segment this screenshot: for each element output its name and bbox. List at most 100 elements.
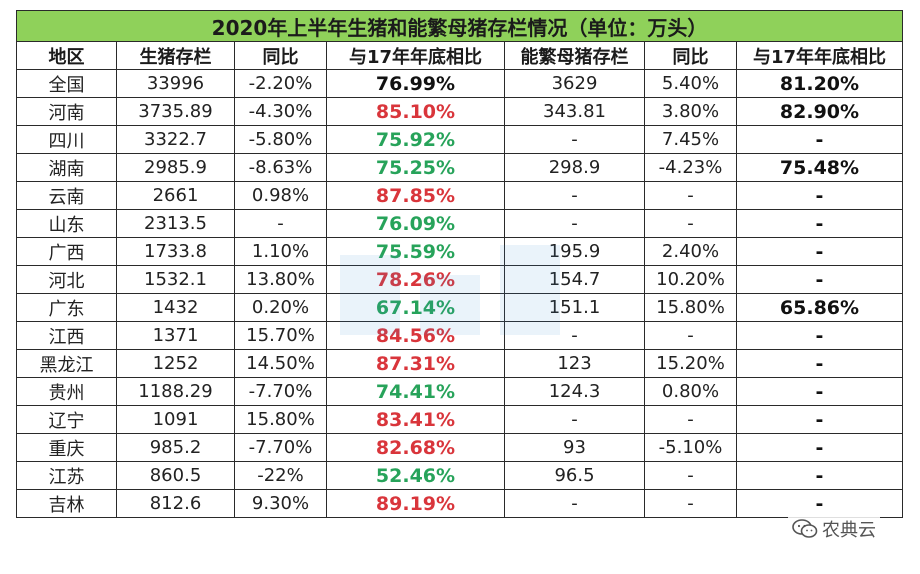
cell-sow-vs-2017: - bbox=[736, 433, 903, 462]
table-row: 辽宁 1091 15.80% 83.41% - - - bbox=[16, 405, 903, 434]
cell-region: 辽宁 bbox=[16, 405, 117, 434]
cell-region: 吉林 bbox=[16, 489, 117, 518]
cell-sow-yoy: - bbox=[644, 321, 737, 350]
cell-hog-vs-2017: 78.26% bbox=[326, 265, 505, 294]
cell-sow-vs-2017: - bbox=[736, 461, 903, 490]
cell-sow-yoy: 5.40% bbox=[644, 69, 737, 98]
column-header: 与17年年底相比 bbox=[736, 41, 903, 70]
cell-sow-yoy: -5.10% bbox=[644, 433, 737, 462]
cell-region: 江苏 bbox=[16, 461, 117, 490]
table-row: 江苏 860.5 -22% 52.46% 96.5- - bbox=[16, 461, 903, 490]
hog-inventory-table: 2020年上半年生猪和能繁母猪存栏情况（单位：万头） 地区 生猪存栏 同比 与1… bbox=[16, 10, 903, 518]
cell-sow-vs-2017: - bbox=[736, 125, 903, 154]
table-row: 河北 1532.1 13.80% 78.26% 154.7 10.20% - bbox=[16, 265, 903, 294]
cell-sow-vs-2017: 65.86% bbox=[736, 293, 903, 322]
cell-hog-yoy: 13.80% bbox=[234, 265, 327, 294]
cell-sow-inventory: - bbox=[504, 209, 645, 238]
cell-hog-vs-2017: 52.46% bbox=[326, 461, 505, 490]
cell-sow-inventory: - bbox=[504, 181, 645, 210]
cell-sow-inventory: 195.9 bbox=[504, 237, 645, 266]
cell-sow-vs-2017: 81.20% bbox=[736, 69, 903, 98]
table-row: 重庆 985.2 -7.70% 82.68% 93 -5.10% - bbox=[16, 433, 903, 462]
cell-hog-inventory: 1188.29 bbox=[116, 377, 235, 406]
cell-hog-yoy: -7.70% bbox=[234, 377, 327, 406]
cell-sow-yoy: 15.20% bbox=[644, 349, 737, 378]
cell-sow-vs-2017: - bbox=[736, 209, 903, 238]
cell-sow-yoy: - bbox=[644, 405, 737, 434]
cell-hog-yoy: -22% bbox=[234, 461, 327, 490]
wechat-icon bbox=[792, 519, 818, 538]
table-row: 湖南 2985.9 -8.63% 75.25% 298.9 -4.23% 75.48% bbox=[16, 153, 903, 182]
cell-sow-yoy: -4.23% bbox=[644, 153, 737, 182]
column-header: 地区 bbox=[16, 41, 117, 70]
table-row: 吉林 812.6 9.30% 89.19% - - - bbox=[16, 489, 903, 518]
column-header: 同比 bbox=[644, 41, 737, 70]
cell-region: 云南 bbox=[16, 181, 117, 210]
cell-sow-vs-2017: - bbox=[736, 321, 903, 350]
cell-hog-inventory: 1532.1 bbox=[116, 265, 235, 294]
cell-sow-inventory: 123 bbox=[504, 349, 645, 378]
cell-sow-yoy: - bbox=[644, 209, 737, 238]
table-row: 全国 33996 -2.20% 76.99% 3629 5.40% 81.20% bbox=[16, 69, 903, 98]
cell-hog-inventory: 1432 bbox=[116, 293, 235, 322]
cell-sow-vs-2017: - bbox=[736, 265, 903, 294]
cell-hog-yoy: -5.80% bbox=[234, 125, 327, 154]
cell-sow-inventory: 154.7 bbox=[504, 265, 645, 294]
table-row: 江西 1371 15.70% 84.56% - - - bbox=[16, 321, 903, 350]
cell-sow-inventory: - bbox=[504, 489, 645, 518]
table-title: 2020年上半年生猪和能繁母猪存栏情况（单位：万头） bbox=[16, 10, 903, 42]
cell-hog-vs-2017: 87.85% bbox=[326, 181, 505, 210]
table-row: 云南 2661 0.98% 87.85% - - - bbox=[16, 181, 903, 210]
cell-sow-yoy: - bbox=[644, 181, 737, 210]
cell-hog-inventory: 2985.9 bbox=[116, 153, 235, 182]
table-row: 广西 1733.8 1.10% 75.59% 195.9 2.40% - bbox=[16, 237, 903, 266]
cell-hog-yoy: 0.20% bbox=[234, 293, 327, 322]
table-row: 广东 1432 0.20% 67.14% 151.1 15.80% 65.86% bbox=[16, 293, 903, 322]
cell-sow-yoy: - bbox=[644, 461, 737, 490]
table-body: 全国 33996 -2.20% 76.99% 3629 5.40% 81.20% 河南 3735… bbox=[16, 69, 903, 518]
cell-hog-yoy: 0.98% bbox=[234, 181, 327, 210]
cell-region: 四川 bbox=[16, 125, 117, 154]
cell-sow-vs-2017: - bbox=[736, 349, 903, 378]
cell-hog-yoy: -7.70% bbox=[234, 433, 327, 462]
cell-hog-vs-2017: 85.10% bbox=[326, 97, 505, 126]
cell-hog-vs-2017: 83.41% bbox=[326, 405, 505, 434]
watermark: 农典云 bbox=[788, 514, 880, 544]
cell-hog-yoy: 14.50% bbox=[234, 349, 327, 378]
cell-hog-inventory: 2661 bbox=[116, 181, 235, 210]
cell-sow-vs-2017: - bbox=[736, 181, 903, 210]
cell-region: 贵州 bbox=[16, 377, 117, 406]
cell-hog-yoy: -2.20% bbox=[234, 69, 327, 98]
header-row: 地区 生猪存栏 同比 与17年年底相比 能繁母猪存栏 同比 与17年年底相比 bbox=[16, 41, 903, 70]
table-row: 黑龙江 1252 14.50% 87.31% 123 15.20% - bbox=[16, 349, 903, 378]
cell-sow-inventory: 124.3 bbox=[504, 377, 645, 406]
cell-sow-vs-2017: - bbox=[736, 405, 903, 434]
title-row: 2020年上半年生猪和能繁母猪存栏情况（单位：万头） bbox=[16, 10, 903, 42]
watermark-text: 农典云 bbox=[822, 520, 876, 541]
cell-sow-inventory: 151.1 bbox=[504, 293, 645, 322]
cell-sow-yoy: 2.40% bbox=[644, 237, 737, 266]
table-row: 贵州 1188.29 -7.70% 74.41% 124.3 0.80% - bbox=[16, 377, 903, 406]
cell-hog-inventory: 812.6 bbox=[116, 489, 235, 518]
cell-region: 河北 bbox=[16, 265, 117, 294]
cell-sow-inventory: - bbox=[504, 405, 645, 434]
cell-sow-vs-2017: 82.90% bbox=[736, 97, 903, 126]
cell-hog-inventory: 1252 bbox=[116, 349, 235, 378]
cell-hog-vs-2017: 75.25% bbox=[326, 153, 505, 182]
cell-region: 江西 bbox=[16, 321, 117, 350]
cell-hog-vs-2017: 89.19% bbox=[326, 489, 505, 518]
cell-sow-yoy: 0.80% bbox=[644, 377, 737, 406]
column-header: 能繁母猪存栏 bbox=[504, 41, 645, 70]
cell-region: 广西 bbox=[16, 237, 117, 266]
table-container: 2020年上半年生猪和能繁母猪存栏情况（单位：万头） 地区 生猪存栏 同比 与1… bbox=[16, 10, 903, 560]
cell-hog-yoy: -4.30% bbox=[234, 97, 327, 126]
cell-region: 全国 bbox=[16, 69, 117, 98]
cell-sow-inventory: 93 bbox=[504, 433, 645, 462]
table-row: 山东 2313.5-76.09% - - - bbox=[16, 209, 903, 238]
cell-sow-vs-2017: - bbox=[736, 237, 903, 266]
cell-region: 湖南 bbox=[16, 153, 117, 182]
cell-hog-yoy: 15.70% bbox=[234, 321, 327, 350]
cell-hog-yoy: 1.10% bbox=[234, 237, 327, 266]
cell-sow-yoy: - bbox=[644, 489, 737, 518]
cell-sow-inventory: - bbox=[504, 321, 645, 350]
